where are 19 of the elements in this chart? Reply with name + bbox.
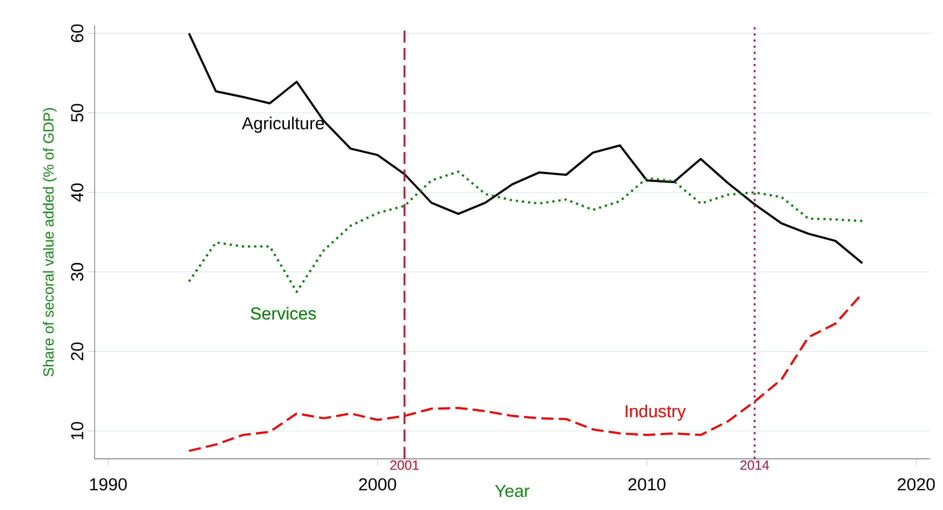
- series-label: Agriculture: [242, 116, 324, 134]
- y-tick-label: 20: [71, 342, 84, 360]
- y-tick-label: 60: [71, 24, 84, 42]
- y-tick-label: 50: [71, 104, 84, 122]
- x-tick-label: 2010: [628, 478, 666, 491]
- x-tick-label: 1990: [90, 478, 127, 491]
- x-tick-label: 2000: [359, 478, 396, 491]
- y-tick-label: 40: [71, 184, 84, 202]
- y-tick-label: 10: [71, 422, 84, 440]
- y-tick-label: 30: [71, 263, 84, 282]
- x-axis-title: Year: [495, 485, 530, 498]
- series-label: Services: [250, 307, 316, 320]
- ref-line-label: 2001: [390, 460, 419, 470]
- y-axis-title: Share of secoral value added (% of GDP): [42, 108, 57, 377]
- x-tick-label: 2020: [898, 478, 935, 491]
- series-label: Industry: [626, 404, 686, 422]
- ref-line-label: 2014: [740, 460, 770, 470]
- line-series: [188, 170, 864, 294]
- line-series: [188, 32, 864, 264]
